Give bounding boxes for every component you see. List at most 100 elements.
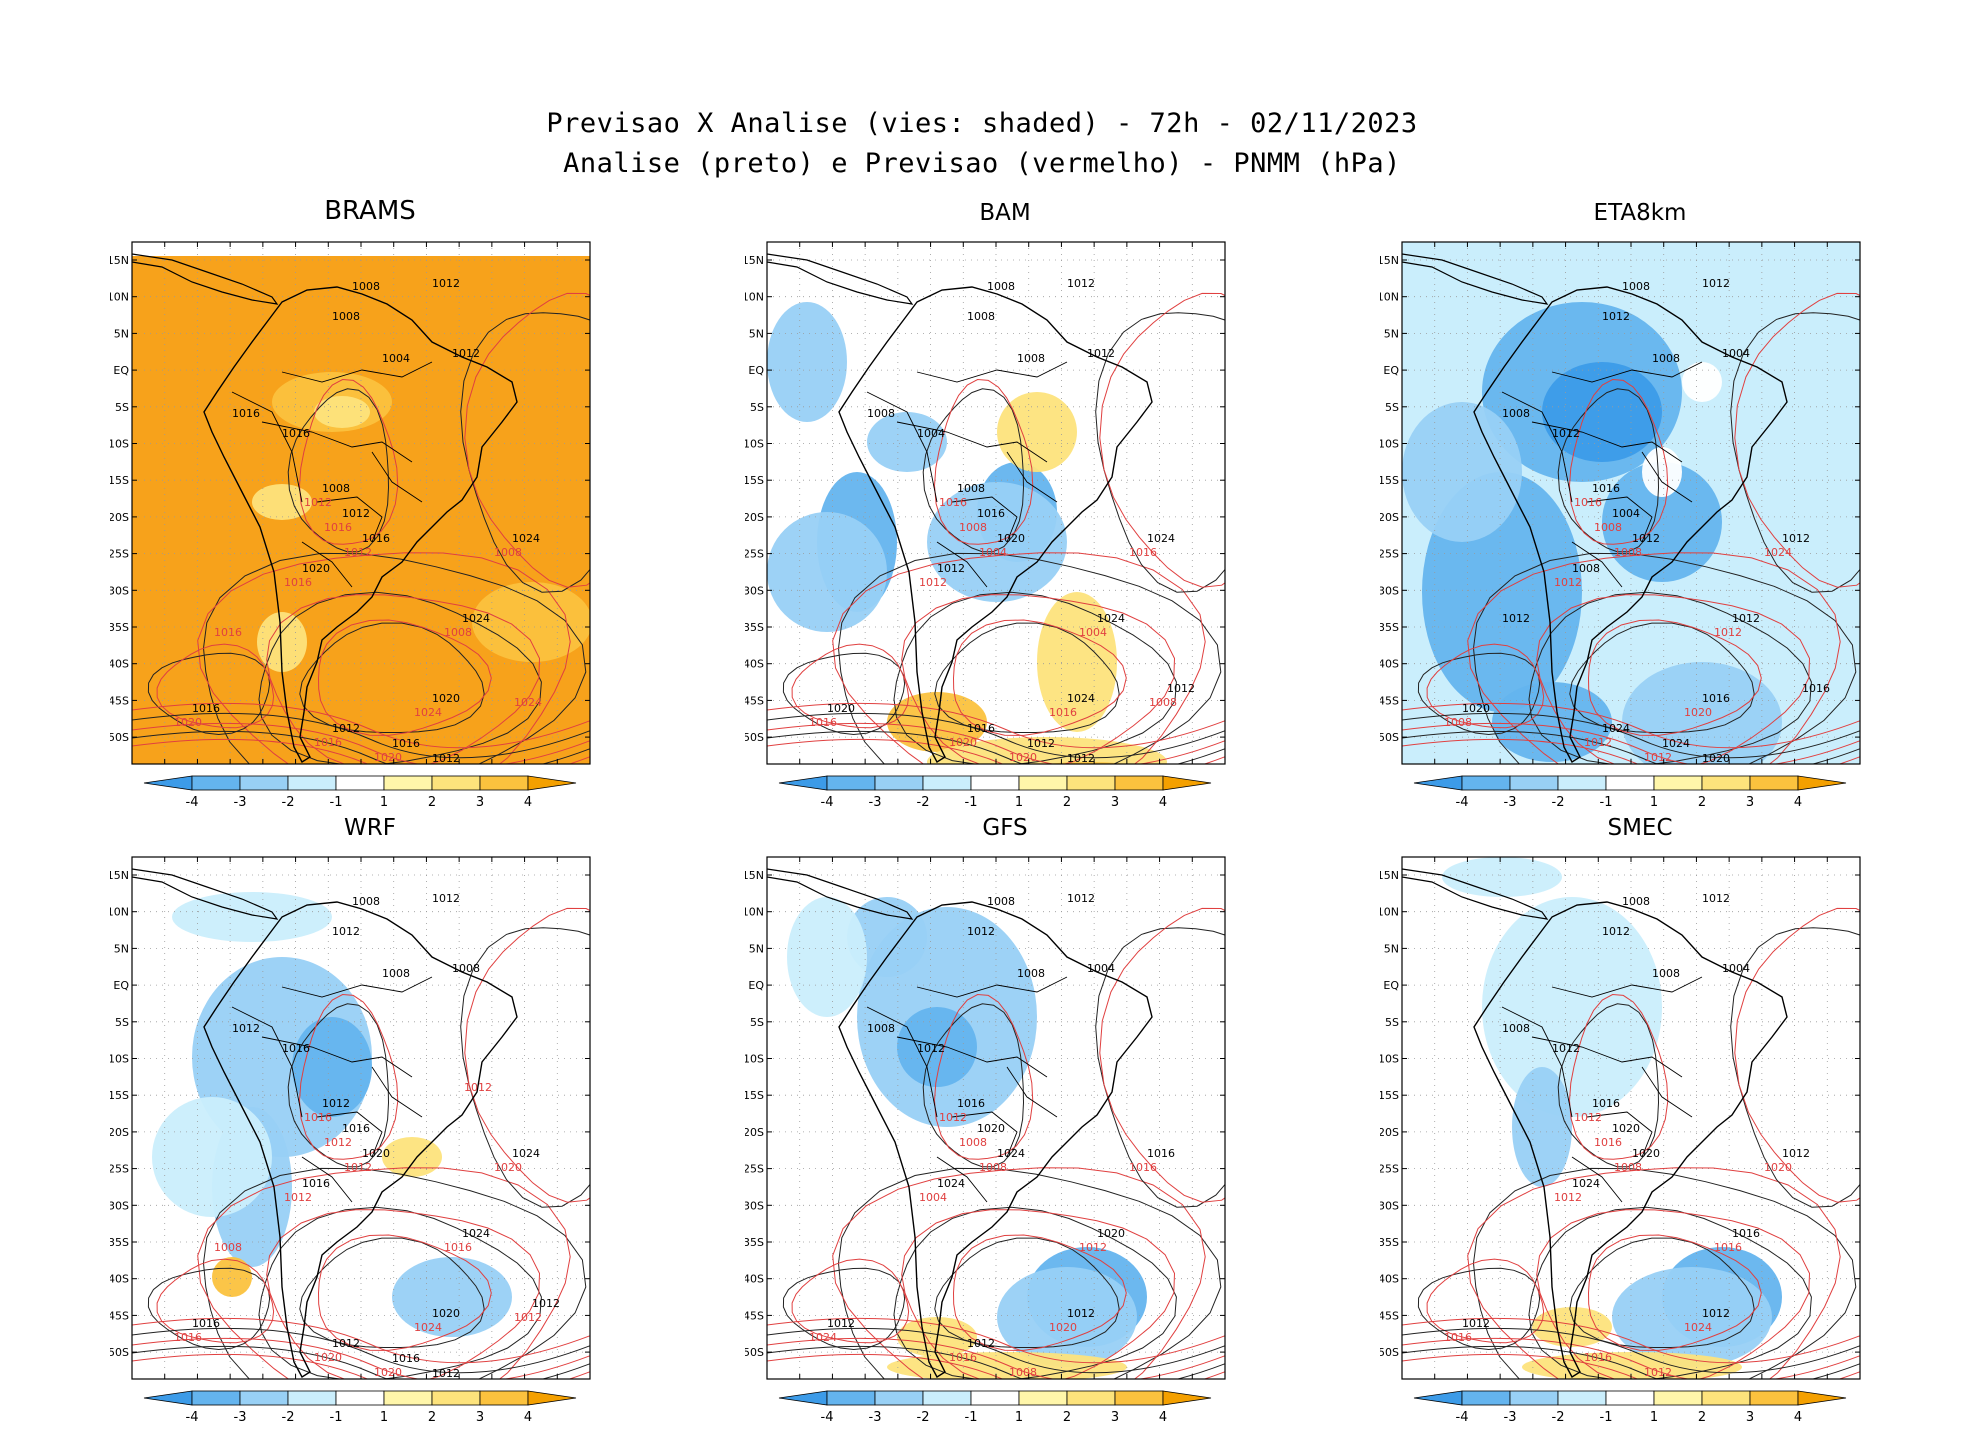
country-border — [261, 1036, 413, 1078]
analysis-isobar — [202, 552, 587, 764]
colorbar-segment — [191, 1390, 241, 1406]
forecast-isobar-label: 1020 — [949, 736, 977, 749]
lon-label: 20W — [578, 1384, 602, 1385]
lon-label: 40W — [1082, 769, 1106, 770]
lat-label: 15N — [1380, 254, 1399, 267]
country-border — [261, 421, 413, 463]
analysis-isobar-label: 1020 — [977, 1122, 1005, 1135]
forecast-isobar — [1402, 738, 1860, 764]
colorbar-label: -2 — [282, 1410, 295, 1425]
colorbar-segment — [287, 775, 337, 791]
analysis-isobar-label: 1020 — [432, 1307, 460, 1320]
analysis-isobar-label: 1016 — [1147, 1147, 1175, 1160]
analysis-isobar-label: 1016 — [1592, 1097, 1620, 1110]
analysis-isobar-label: 1012 — [432, 277, 460, 290]
analysis-isobar — [922, 1003, 1025, 1168]
analysis-isobar-label: 1012 — [452, 347, 480, 360]
country-border — [916, 361, 1068, 383]
analysis-isobar-label: 1020 — [1702, 752, 1730, 765]
lon-label: 45W — [415, 769, 439, 770]
country-border — [896, 421, 1048, 463]
analysis-isobar-label: 1012 — [1602, 925, 1630, 938]
forecast-isobar — [832, 1167, 1206, 1379]
colorbar-label: 2 — [1063, 795, 1071, 810]
forecast-isobar-label: 1012 — [1574, 1111, 1602, 1124]
lon-label: 45W — [1685, 1384, 1709, 1385]
panel-title: GFS — [982, 815, 1028, 841]
coastline-central-america — [1402, 253, 1549, 305]
analysis-isobar — [258, 1206, 542, 1379]
lon-label: 40W — [447, 1384, 471, 1385]
colorbar-label: -3 — [869, 795, 882, 810]
lat-label: 15N — [745, 869, 764, 882]
analysis-isobar — [1095, 312, 1225, 593]
forecast-isobar-label: 1012 — [1644, 751, 1672, 764]
lon-label: 35W — [1750, 1384, 1774, 1385]
analysis-isobar-label: 1008 — [1017, 967, 1045, 980]
coastline — [838, 286, 1153, 763]
forecast-isobar-label: 1016 — [939, 496, 967, 509]
lon-label: 25W — [545, 769, 569, 770]
lon-label: 85W — [788, 769, 812, 770]
lat-label: 5N — [749, 942, 764, 955]
lon-label: 50W — [382, 1384, 406, 1385]
country-border — [1586, 496, 1653, 543]
lon-label: 60W — [951, 769, 975, 770]
colorbar-segment — [1018, 1390, 1068, 1406]
country-border — [301, 541, 353, 588]
analysis-isobar-label: 1008 — [967, 310, 995, 323]
bias-shading-area — [897, 1007, 977, 1087]
colorbar-segment — [1509, 1390, 1559, 1406]
analysis-isobar-label: 1024 — [1067, 692, 1095, 705]
forecast-isobar-label: 1008 — [959, 1136, 987, 1149]
lon-label: 35W — [1750, 769, 1774, 770]
bias-shading-area — [787, 897, 867, 1017]
lat-label: 50S — [110, 1346, 129, 1359]
analysis-isobar-label: 1016 — [1702, 692, 1730, 705]
analysis-isobar-label: 1012 — [1067, 752, 1095, 765]
forecast-isobar — [1402, 1353, 1860, 1379]
bias-shading-area — [1622, 662, 1782, 764]
forecast-isobar-label: 1020 — [314, 1351, 342, 1364]
colorbar-eta8km: -4 -3 -2 -1 1 2 3 4 — [1413, 775, 1847, 810]
analysis-isobar-label: 1020 — [362, 1147, 390, 1160]
analysis-isobar-label: 1008 — [352, 895, 380, 908]
analysis-isobar-label: 1016 — [957, 1097, 985, 1110]
lat-label: EQ — [1383, 979, 1399, 992]
analysis-isobar-label: 1012 — [322, 1097, 350, 1110]
forecast-isobar-label: 1012 — [919, 576, 947, 589]
colorbar-label: 4 — [1794, 795, 1802, 810]
colorbar-label: 3 — [1746, 795, 1754, 810]
lon-label: 70W — [251, 769, 275, 770]
lat-label: 20S — [745, 511, 764, 524]
colorbar-label: 2 — [1698, 1410, 1706, 1425]
colorbar-segment — [287, 1390, 337, 1406]
colorbar-label: 2 — [1063, 1410, 1071, 1425]
bias-shading-area — [382, 1137, 442, 1177]
colorbar-label: -3 — [869, 1410, 882, 1425]
analysis-isobar — [460, 927, 590, 1208]
analysis-isobar-label: 1012 — [1462, 1317, 1490, 1330]
forecast-isobar-label: 1008 — [959, 521, 987, 534]
lat-label: 45S — [110, 694, 129, 707]
forecast-isobar — [132, 1353, 590, 1379]
lat-label: 5S — [750, 401, 764, 414]
analysis-isobar-label: 1016 — [1802, 682, 1830, 695]
colorbar-segment — [1509, 775, 1559, 791]
lat-label: 45S — [1380, 694, 1399, 707]
forecast-isobar-label: 1008 — [1594, 521, 1622, 534]
bias-shading-area — [997, 1267, 1137, 1367]
forecast-isobar — [767, 1317, 1225, 1364]
colorbar-segment — [778, 1390, 828, 1406]
bias-shading-area — [767, 512, 887, 632]
colorbar-label: -4 — [186, 1410, 199, 1425]
colorbar-smec: -4 -3 -2 -1 1 2 3 4 — [1413, 1390, 1847, 1425]
colorbar-label: 2 — [428, 1410, 436, 1425]
forecast-isobar — [464, 907, 590, 1203]
lon-label: 55W — [349, 1384, 373, 1385]
forecast-isobar-label: 1024 — [809, 1331, 837, 1344]
lon-label: 90W — [755, 1384, 779, 1385]
country-border — [1641, 451, 1693, 503]
lat-label: 10S — [1380, 1053, 1399, 1066]
